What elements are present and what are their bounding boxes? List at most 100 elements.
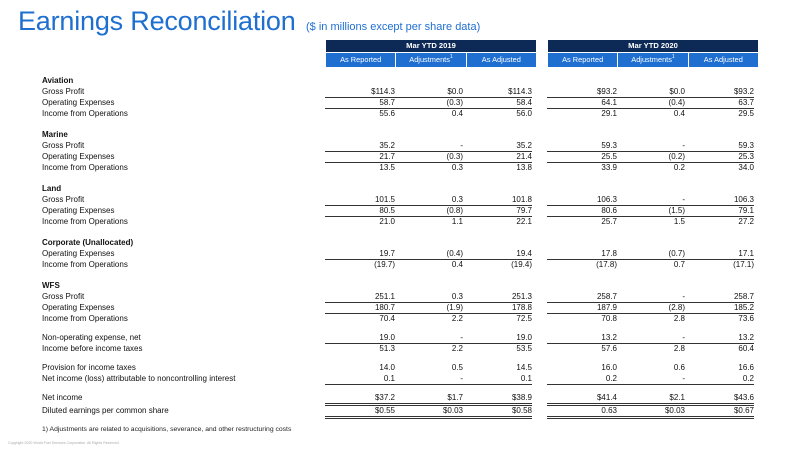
table-row: Operating Expenses 21.7 (0.3) 21.4 25.5 (0.2)… [0,151,800,163]
col-header-as-adjusted: As Adjusted [465,53,536,67]
value-cell: 33.9 [601,163,617,172]
value-cell: 25.5 [547,151,617,163]
value-cell: 251.3 [462,291,532,303]
value-cell: $114.3 [325,86,395,98]
value-cell: 258.7 [547,291,617,303]
value-cell: $41.4 [547,392,617,406]
table-row: Net income $37.2 $1.7 $38.9 $41.4 $2.1 $43.6 [0,392,800,406]
table-row: Income from Operations 70.4 2.2 72.5 70.8 2.8… [0,313,800,324]
value-cell: 57.6 [601,344,617,353]
value-cell: 101.8 [462,194,532,206]
value-cell: 29.5 [738,109,754,118]
value-cell: 258.7 [684,291,754,303]
table-row: Provision for income taxes 14.0 0.5 14.5 16.… [0,362,800,373]
value-cell: 0.4 [451,260,463,269]
value-cell: 0.5 [451,363,463,372]
row-label: Gross Profit [42,292,85,301]
value-cell: (0.4) [393,248,463,260]
value-cell: 180.7 [325,302,395,314]
row-label: Net income [42,393,83,402]
value-cell: $38.9 [462,392,532,406]
value-cell: $0.0 [615,86,685,98]
value-cell: 64.1 [547,97,617,109]
table-row: Gross Profit 101.5 0.3 101.8 106.3-106.3 [0,194,800,206]
value-cell: - [615,194,685,206]
value-cell: $37.2 [325,392,395,406]
value-cell: 14.5 [516,363,532,372]
value-cell: 2.8 [673,314,685,323]
value-cell: (0.3) [393,97,463,109]
table-row: Income from Operations 55.6 0.4 56.0 29.1 0.4… [0,108,800,119]
period-header-2020: Mar YTD 2020 As Reported Adjustments1 As… [548,40,758,67]
row-label: Income from Operations [42,217,128,226]
value-cell: 16.6 [738,363,754,372]
value-cell: 35.2 [325,140,395,152]
value-cell: 25.7 [601,217,617,226]
section-label: Land [42,184,62,193]
period-header-2019: Mar YTD 2019 As Reported Adjustments1 As… [326,40,536,67]
value-cell: (1.5) [615,205,685,217]
page-subtitle: ($ in millions except per share data) [306,21,481,33]
row-label: Income before income taxes [42,344,143,353]
row-label: Provision for income taxes [42,363,136,372]
row-label: Income from Operations [42,163,128,172]
value-cell: 13.8 [516,163,532,172]
value-cell: 13.2 [547,332,617,344]
value-cell: - [615,291,685,303]
value-cell: $1.7 [393,392,463,406]
value-cell: 60.4 [738,344,754,353]
value-cell: 17.1 [684,248,754,260]
value-cell: 187.9 [547,302,617,314]
row-label: Operating Expenses [42,249,115,258]
value-cell: 72.5 [516,314,532,323]
value-cell: 0.1 [325,373,395,385]
value-cell: 34.0 [738,163,754,172]
row-label: Non-operating expense, net [42,333,141,342]
value-cell: 106.3 [547,194,617,206]
value-cell: 0.1 [462,373,532,385]
row-label: Net income (loss) attributable to noncon… [42,374,236,383]
value-cell: $0.58 [462,405,532,419]
row-label: Operating Expenses [42,98,115,107]
value-cell: 70.8 [601,314,617,323]
value-cell: $0.03 [615,405,685,419]
value-cell: $0.0 [393,86,463,98]
value-cell: 1.1 [451,217,463,226]
row-label: Diluted earnings per common share [42,406,169,415]
value-cell: 2.2 [451,344,463,353]
value-cell: 59.3 [684,140,754,152]
copyright-notice: Copyright 2020 World Fuel Services Corpo… [8,441,120,445]
value-cell: $2.1 [615,392,685,406]
table-row: Gross Profit 251.1 0.3 251.3 258.7-258.7 [0,291,800,303]
col-header-adjustments: Adjustments1 [395,53,466,67]
section-header-row: Corporate (Unallocated) [0,237,800,248]
value-cell: (0.8) [393,205,463,217]
value-cell: 56.0 [516,109,532,118]
value-cell: $93.2 [684,86,754,98]
value-cell: - [615,373,685,385]
row-label: Income from Operations [42,260,128,269]
value-cell: 70.4 [379,314,395,323]
value-cell: 0.2 [684,373,754,385]
table-row: Operating Expenses 58.7 (0.3) 58.4 64.1 (0.4)… [0,97,800,109]
value-cell: 51.3 [379,344,395,353]
value-cell: 63.7 [684,97,754,109]
value-cell: - [393,373,463,385]
col-header-as-adjusted: As Adjusted [687,53,758,67]
value-cell: 21.4 [462,151,532,163]
value-cell: 0.7 [673,260,685,269]
value-cell: 185.2 [684,302,754,314]
value-cell: (0.7) [615,248,685,260]
section-header-row: Land [0,183,800,194]
row-label: Income from Operations [42,314,128,323]
value-cell: 0.2 [547,373,617,385]
value-cell: 0.3 [451,163,463,172]
section-label: WFS [42,281,60,290]
value-cell: 55.6 [379,109,395,118]
table-row: Non-operating expense, net 19.0-19.0 13.2-… [0,332,800,344]
table-row: Operating Expenses 180.7 (1.9) 178.8 187.9 (2… [0,302,800,314]
value-cell: (19.7) [374,260,395,269]
row-label: Gross Profit [42,87,85,96]
section-label: Corporate (Unallocated) [42,238,134,247]
